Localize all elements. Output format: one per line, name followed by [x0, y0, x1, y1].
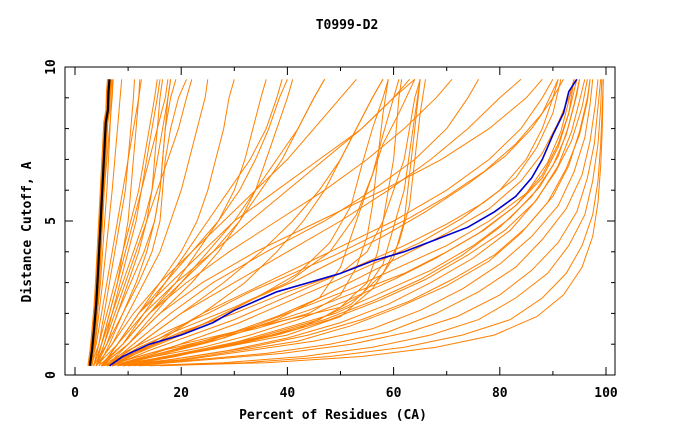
model-curve-61	[117, 79, 421, 367]
model-curve-13	[101, 79, 283, 367]
highlight-curve-1	[109, 78, 578, 367]
model-curve-26	[106, 78, 543, 367]
x-tick-label-60: 60	[386, 386, 402, 401]
model-curves	[87, 78, 604, 367]
model-curve-46	[101, 79, 559, 367]
model-curve-36	[149, 79, 604, 367]
y-tick-label-5: 5	[44, 217, 59, 225]
model-curve-16	[111, 79, 384, 367]
model-curve-57	[91, 79, 123, 366]
chart-title: T0999-D2	[316, 18, 379, 33]
model-curve-48	[101, 78, 410, 367]
model-curve-24	[106, 78, 522, 367]
highlight-curve-0	[88, 79, 111, 366]
model-curve-58	[95, 79, 169, 366]
x-axis-label: Percent of Residues (CA)	[239, 408, 427, 423]
y-tick-label-0: 0	[44, 371, 59, 379]
model-curve-45	[122, 79, 588, 367]
x-tick-label-100: 100	[594, 386, 618, 401]
highlight-curves	[87, 78, 578, 367]
model-curve-41	[128, 79, 591, 367]
model-curve-28	[112, 79, 578, 367]
x-tick-label-20: 20	[173, 386, 189, 401]
model-curve-2	[90, 79, 158, 366]
model-curve-5	[95, 79, 187, 367]
model-curve-49	[95, 78, 357, 367]
axis-ticks: 0 20 40 60 80 100 0 5 10	[44, 59, 618, 401]
x-tick-label-40: 40	[280, 386, 296, 401]
model-curve-60	[106, 79, 400, 367]
model-curve-33	[128, 79, 599, 367]
model-curve-47	[106, 79, 480, 367]
model-curve-19	[112, 79, 416, 367]
model-curve-31	[122, 79, 591, 367]
model-curve-17	[101, 79, 403, 367]
y-axis-label: Distance Cutoff, A	[20, 161, 35, 302]
model-curve-54	[101, 79, 288, 367]
model-curve-51	[101, 79, 326, 367]
x-tick-label-0: 0	[71, 386, 79, 401]
x-tick-label-80: 80	[492, 386, 508, 401]
model-curve-35	[138, 79, 603, 367]
model-curve-50	[106, 79, 421, 367]
model-curve-1	[90, 79, 142, 366]
model-curve-27	[112, 79, 575, 367]
model-curve-44	[117, 79, 575, 367]
model-curve-37	[159, 79, 604, 367]
y-tick-label-10: 10	[44, 59, 59, 75]
model-curve-3	[93, 79, 172, 366]
model-curve-32	[122, 79, 594, 367]
model-curve-52	[98, 79, 172, 367]
model-curve-53	[95, 79, 161, 366]
model-curve-59	[95, 79, 193, 366]
model-curve-12	[93, 79, 135, 366]
model-curve-43	[112, 79, 562, 367]
model-curve-30	[117, 79, 586, 367]
model-curve-38	[117, 79, 575, 367]
model-curve-6	[95, 79, 209, 367]
model-curve-34	[133, 79, 602, 367]
